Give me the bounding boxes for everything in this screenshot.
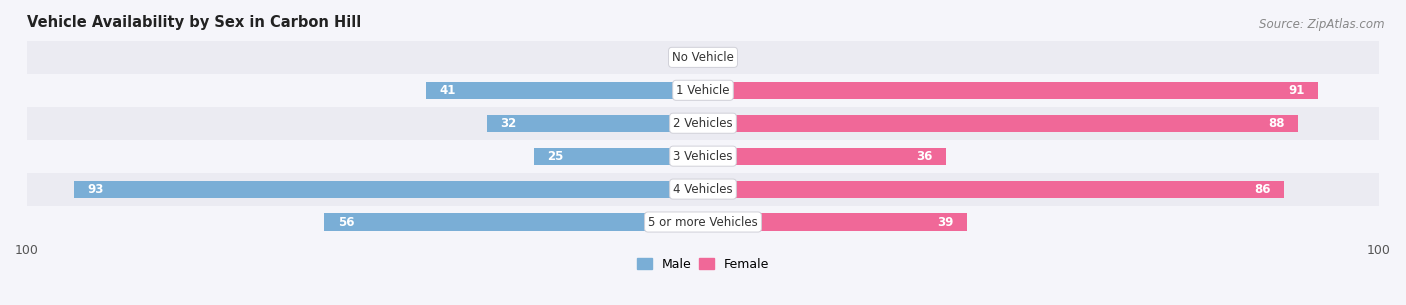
Text: 1 Vehicle: 1 Vehicle <box>676 84 730 97</box>
Bar <box>27 206 1379 239</box>
Bar <box>27 74 1379 107</box>
Text: 0: 0 <box>679 51 686 64</box>
Text: 41: 41 <box>439 84 456 97</box>
Text: 2 Vehicles: 2 Vehicles <box>673 117 733 130</box>
Text: 91: 91 <box>1288 84 1305 97</box>
Text: 93: 93 <box>87 183 104 196</box>
Text: 0: 0 <box>720 51 727 64</box>
Text: 25: 25 <box>547 150 564 163</box>
Bar <box>703 49 713 66</box>
Text: 4 Vehicles: 4 Vehicles <box>673 183 733 196</box>
Text: 88: 88 <box>1268 117 1285 130</box>
Bar <box>426 82 703 99</box>
Bar <box>703 214 967 231</box>
Bar <box>486 115 703 132</box>
Bar <box>27 107 1379 140</box>
Text: 5 or more Vehicles: 5 or more Vehicles <box>648 216 758 228</box>
Bar <box>75 181 703 198</box>
Bar <box>27 41 1379 74</box>
Bar <box>693 49 703 66</box>
Text: Source: ZipAtlas.com: Source: ZipAtlas.com <box>1260 18 1385 31</box>
Bar <box>703 82 1319 99</box>
Text: 86: 86 <box>1254 183 1271 196</box>
Text: 39: 39 <box>936 216 953 228</box>
Text: 3 Vehicles: 3 Vehicles <box>673 150 733 163</box>
Bar <box>703 115 1298 132</box>
Text: 32: 32 <box>501 117 516 130</box>
Text: No Vehicle: No Vehicle <box>672 51 734 64</box>
Bar <box>325 214 703 231</box>
Bar <box>27 173 1379 206</box>
Bar <box>703 148 946 165</box>
Legend: Male, Female: Male, Female <box>631 253 775 276</box>
Bar <box>27 140 1379 173</box>
Bar <box>534 148 703 165</box>
Text: 56: 56 <box>337 216 354 228</box>
Text: Vehicle Availability by Sex in Carbon Hill: Vehicle Availability by Sex in Carbon Hi… <box>27 15 361 30</box>
Text: 36: 36 <box>917 150 932 163</box>
Bar <box>703 181 1285 198</box>
